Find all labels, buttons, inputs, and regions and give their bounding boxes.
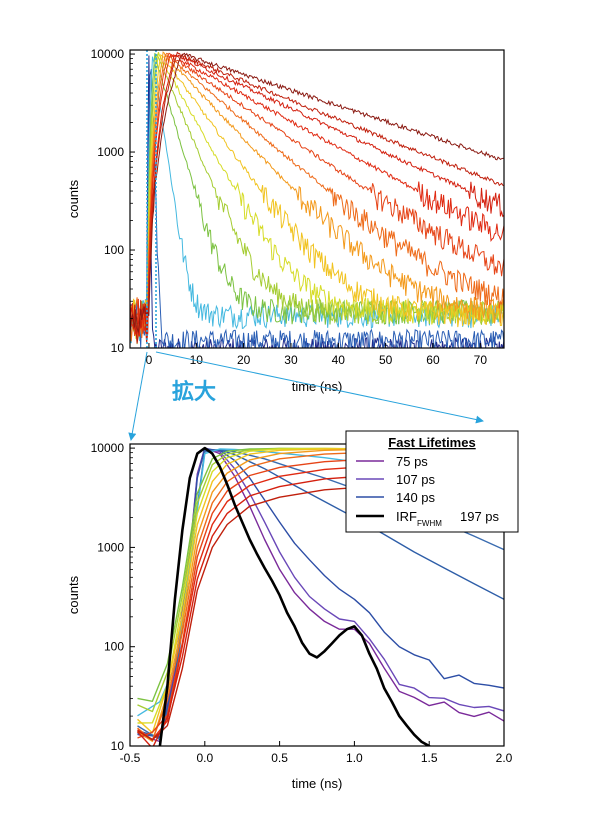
x-tick-label: 30 [284, 353, 298, 367]
legend-entry: 75 ps [356, 454, 428, 469]
x-axis-label: time (ns) [292, 776, 343, 791]
series-line-d10 [130, 53, 504, 343]
x-tick-label: 60 [426, 353, 440, 367]
plot-frame [129, 49, 505, 349]
overview-decay-chart: 01020304050607010100100010000 time (ns) … [66, 47, 505, 394]
series-line-d11 [130, 54, 504, 335]
zoom-label: 拡大 [172, 379, 216, 404]
y-tick-label: 10 [111, 739, 125, 753]
legend-entry: 140 ps [356, 490, 436, 505]
legend-label: IRF [396, 509, 417, 524]
x-tick-label: 10 [190, 353, 204, 367]
x-tick-label: 0.0 [196, 751, 213, 765]
x-tick-label: 0.5 [271, 751, 288, 765]
series-line-d4 [130, 53, 504, 345]
series-line-d1 [130, 69, 504, 348]
x-tick-label: 40 [332, 353, 346, 367]
series-line-irf [130, 55, 504, 348]
zoom-arrow-right [155, 351, 484, 424]
x-tick-label: 50 [379, 353, 393, 367]
y-axis-label: counts [66, 179, 81, 218]
legend-title: Fast Lifetimes [388, 435, 475, 450]
series-line-d9 [130, 52, 504, 341]
y-tick-label: 1000 [97, 145, 124, 159]
series-line-d8 [130, 52, 504, 342]
legend-label-suffix: 197 ps [460, 509, 500, 524]
y-axis-label: counts [66, 575, 81, 614]
legend-label: 75 ps [396, 454, 428, 469]
legend-entry: 107 ps [356, 472, 436, 487]
legend-label: 140 ps [396, 490, 436, 505]
x-tick-label: 1.5 [421, 751, 438, 765]
legend: Fast Lifetimes 75 ps 107 ps 140 ps IRF F… [345, 430, 519, 533]
legend-label-subscript: FWHM [417, 519, 442, 528]
series-line-d12 [130, 51, 504, 344]
series-line-d3 [130, 52, 504, 337]
y-tick-label: 100 [104, 640, 124, 654]
y-tick-label: 10000 [91, 441, 125, 455]
plot-frame [129, 443, 505, 747]
x-axis-label: time (ns) [292, 379, 343, 394]
series-line-d7 [130, 51, 504, 335]
x-tick-label: 0 [146, 353, 153, 367]
legend-entry: IRF FWHM 197 ps [356, 509, 500, 528]
x-tick-label: 70 [474, 353, 488, 367]
y-tick-label: 100 [104, 243, 124, 257]
y-tick-label: 1000 [97, 540, 124, 554]
x-tick-label: 1.0 [346, 751, 363, 765]
zoomed-decay-chart: -0.5 0.0 0.5 1.0 1.5 2.0 10 100 1000 10000 time (… [66, 430, 519, 791]
zoom-arrow-left [128, 351, 148, 441]
legend-label: 107 ps [396, 472, 436, 487]
x-tick-label: 20 [237, 353, 251, 367]
series-line-d6 [130, 54, 504, 330]
x-tick-label: 2.0 [496, 751, 513, 765]
y-tick-label: 10 [111, 341, 125, 355]
y-tick-label: 10000 [91, 47, 125, 61]
series-line-IRF [158, 446, 431, 746]
series-line-140-ps [137, 448, 504, 739]
x-tick-label: -0.5 [120, 751, 141, 765]
series-line-d13 [130, 52, 504, 333]
